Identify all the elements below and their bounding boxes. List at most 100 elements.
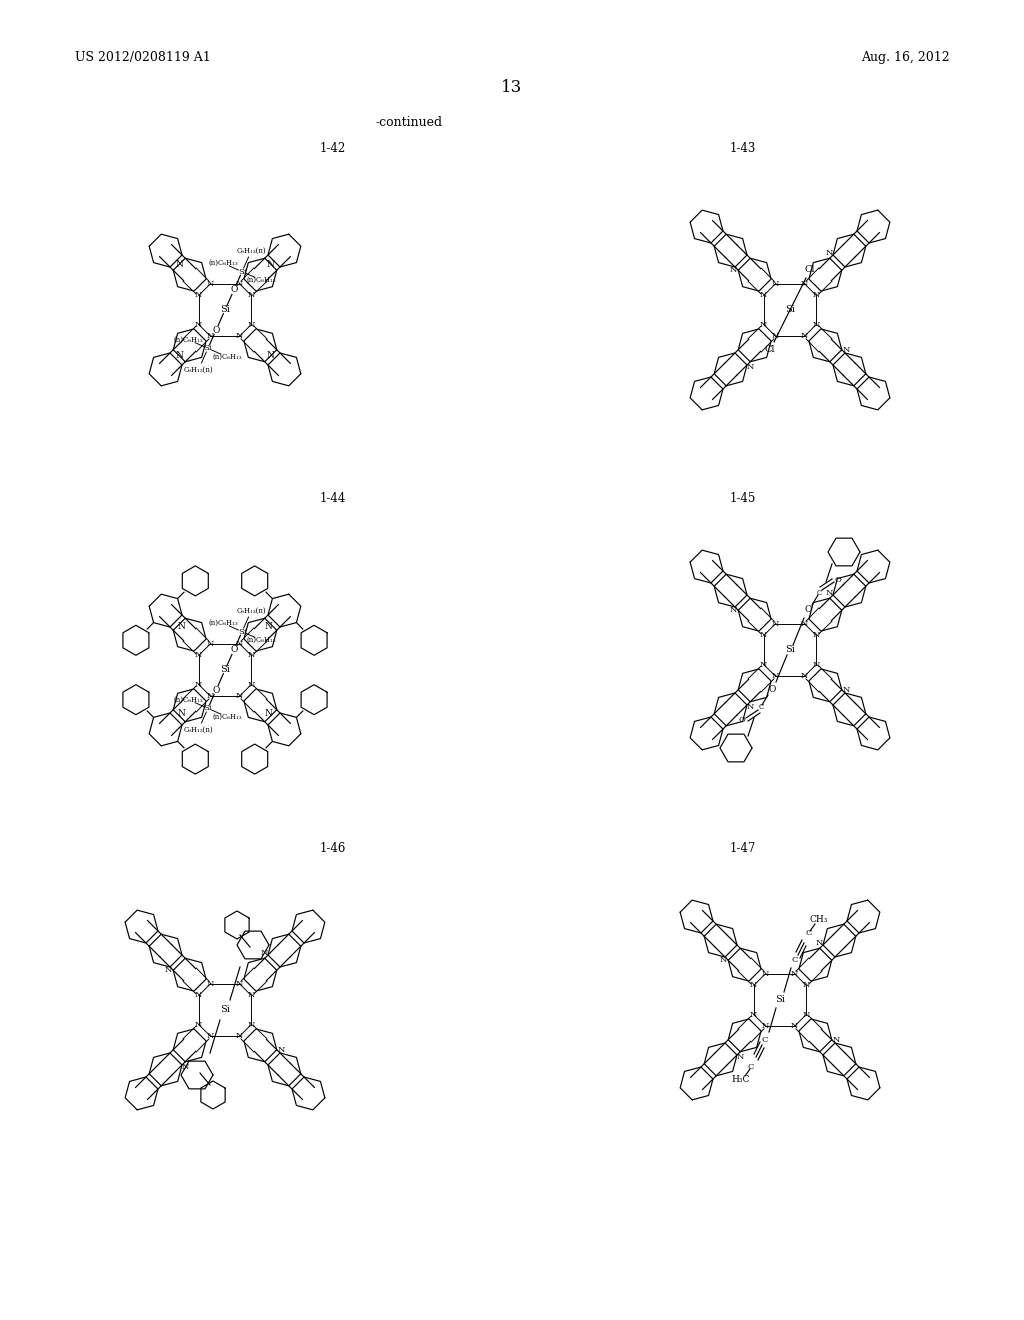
Text: N: N <box>236 979 244 987</box>
Text: N: N <box>720 957 727 965</box>
Text: N: N <box>803 1011 810 1019</box>
Text: N: N <box>772 620 779 628</box>
Text: Aug. 16, 2012: Aug. 16, 2012 <box>861 51 950 65</box>
Text: N: N <box>826 590 834 598</box>
Text: N: N <box>746 363 754 371</box>
Text: (n)C₆H₁₃: (n)C₆H₁₃ <box>208 619 238 627</box>
Text: N: N <box>207 979 214 987</box>
Text: Si: Si <box>220 1006 230 1015</box>
Text: N: N <box>760 292 767 300</box>
Text: N: N <box>816 940 823 948</box>
Text: N: N <box>813 631 820 639</box>
Text: 1-47: 1-47 <box>730 842 757 854</box>
Text: (n)C₆H₁₃: (n)C₆H₁₃ <box>247 276 276 284</box>
Text: Cl: Cl <box>765 346 775 355</box>
Text: C₆H₁₃(n): C₆H₁₃(n) <box>183 726 213 734</box>
Text: Si: Si <box>204 345 212 352</box>
Text: N: N <box>196 321 203 329</box>
Text: O: O <box>835 576 842 583</box>
Text: N: N <box>196 652 203 660</box>
Text: Si: Si <box>220 665 230 675</box>
Text: N: N <box>236 280 244 288</box>
Text: N: N <box>207 280 214 288</box>
Text: N: N <box>772 672 779 680</box>
Text: C: C <box>806 929 812 937</box>
Text: N: N <box>791 970 799 978</box>
Text: N: N <box>177 709 185 718</box>
Text: N: N <box>813 292 820 300</box>
Text: (n)C₆H₁₃: (n)C₆H₁₃ <box>247 636 276 644</box>
Text: N: N <box>762 1022 769 1030</box>
Text: N: N <box>248 681 255 689</box>
Text: 1-42: 1-42 <box>319 141 346 154</box>
Text: Cl: Cl <box>805 265 815 275</box>
Text: N: N <box>207 692 214 700</box>
Text: Si: Si <box>238 627 247 636</box>
Text: O: O <box>212 685 220 694</box>
Text: N: N <box>736 1052 744 1060</box>
Text: N: N <box>177 622 185 631</box>
Text: C: C <box>762 1036 768 1044</box>
Text: N: N <box>813 660 820 668</box>
Text: N: N <box>750 1011 758 1019</box>
Text: O: O <box>768 685 776 694</box>
Text: H₃C: H₃C <box>732 1076 751 1085</box>
Text: N: N <box>278 1045 286 1053</box>
Text: N: N <box>760 321 767 329</box>
Text: N: N <box>803 982 810 990</box>
Text: N: N <box>236 333 244 341</box>
Text: N: N <box>801 333 808 341</box>
Text: C₆H₁₃(n): C₆H₁₃(n) <box>183 366 213 374</box>
Text: 1-44: 1-44 <box>319 491 346 504</box>
Text: N: N <box>196 681 203 689</box>
Text: N: N <box>236 640 244 648</box>
Text: N: N <box>248 321 255 329</box>
Text: Si: Si <box>204 705 212 713</box>
Text: N: N <box>207 1032 214 1040</box>
Text: N: N <box>730 606 737 614</box>
Text: N: N <box>265 622 272 631</box>
Text: US 2012/0208119 A1: US 2012/0208119 A1 <box>75 51 211 65</box>
Text: Si: Si <box>775 995 785 1005</box>
Text: O: O <box>212 326 220 334</box>
Text: N: N <box>750 982 758 990</box>
Text: N: N <box>746 702 754 710</box>
Text: N: N <box>265 709 272 718</box>
Text: N: N <box>801 620 808 628</box>
Text: N: N <box>843 346 850 354</box>
Text: 1-46: 1-46 <box>319 842 346 854</box>
Text: N: N <box>236 692 244 700</box>
Text: N: N <box>843 685 850 693</box>
Text: N: N <box>826 249 834 257</box>
Text: (n)C₆H₁₃: (n)C₆H₁₃ <box>174 335 204 343</box>
Text: Si: Si <box>238 268 247 276</box>
Text: N: N <box>207 333 214 341</box>
Text: N: N <box>760 660 767 668</box>
Text: N: N <box>813 321 820 329</box>
Text: O: O <box>230 285 238 294</box>
Text: 1-43: 1-43 <box>730 141 757 154</box>
Text: N: N <box>196 991 203 999</box>
Text: N: N <box>196 1020 203 1028</box>
Text: N: N <box>165 966 172 974</box>
Text: C: C <box>759 704 764 711</box>
Text: N: N <box>248 292 255 300</box>
Text: N: N <box>181 1063 189 1071</box>
Text: N: N <box>801 672 808 680</box>
Text: (n)C₆H₁₃: (n)C₆H₁₃ <box>174 696 204 704</box>
Text: O: O <box>804 606 812 615</box>
Text: N: N <box>833 1036 841 1044</box>
Text: 13: 13 <box>502 79 522 96</box>
Text: N: N <box>760 631 767 639</box>
Text: C₆H₁₃(n): C₆H₁₃(n) <box>237 607 266 615</box>
Text: N: N <box>801 280 808 288</box>
Text: N: N <box>772 280 779 288</box>
Text: N: N <box>176 351 183 360</box>
Text: N: N <box>196 292 203 300</box>
Text: C₆H₁₃(n): C₆H₁₃(n) <box>237 247 266 255</box>
Text: N: N <box>207 640 214 648</box>
Text: C: C <box>792 956 798 964</box>
Text: N: N <box>236 1032 244 1040</box>
Text: N: N <box>730 267 737 275</box>
Text: O: O <box>230 645 238 655</box>
